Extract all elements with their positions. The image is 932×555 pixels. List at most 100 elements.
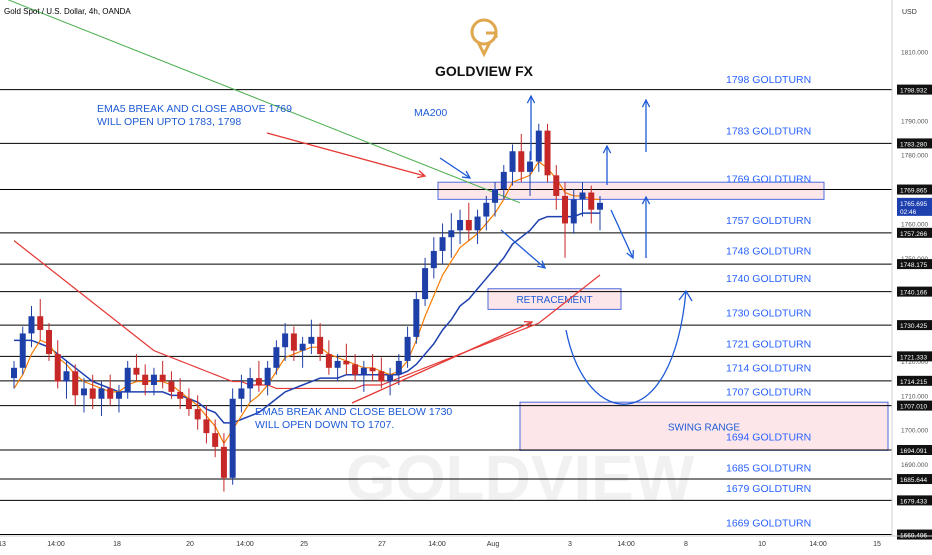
candle-body	[474, 216, 481, 231]
candle	[247, 367, 254, 403]
candle-body	[527, 161, 534, 172]
candle	[203, 405, 210, 444]
symbol-title: Gold Spot / U.S. Dollar, 4h, OANDA	[4, 7, 131, 16]
price-level-text: 1721.333	[900, 354, 927, 361]
candle-body	[509, 151, 516, 172]
price-level-bg	[897, 84, 932, 95]
retracement-arrow	[500, 229, 546, 269]
price-level-bg	[897, 495, 932, 506]
candle-body	[317, 336, 324, 355]
candle-body	[220, 446, 227, 478]
candle	[63, 360, 70, 399]
candle	[28, 305, 35, 348]
candle	[430, 237, 437, 279]
price-level-bg	[897, 351, 932, 362]
time-tick: 14:00	[428, 541, 446, 548]
goldturn-label: 1707 GOLDTURN	[726, 387, 811, 399]
price-level-bg	[897, 444, 932, 455]
goldturn-label: 1757 GOLDTURN	[726, 215, 811, 227]
candle-body	[352, 364, 359, 375]
candle	[37, 299, 44, 341]
up-arrow-3-head	[602, 144, 612, 154]
price-level-text: 1798.932	[900, 88, 927, 95]
price-level-text: 1740.166	[900, 290, 927, 297]
candle-body	[439, 237, 446, 251]
price-level-tag: 1783.280	[897, 138, 932, 149]
candle-body	[203, 419, 210, 434]
candle	[255, 360, 262, 392]
candle	[229, 388, 236, 485]
up-arrow-1-head	[526, 94, 536, 104]
price-level-text: 1694.091	[900, 448, 927, 455]
candle-body	[597, 202, 603, 210]
candle-body	[282, 333, 289, 348]
candle	[54, 340, 61, 389]
candle-body	[98, 388, 105, 399]
candle	[273, 340, 280, 375]
price-level-text: 1757.266	[900, 231, 927, 238]
candle-body	[37, 316, 44, 330]
candle	[527, 151, 534, 196]
price-level-bg	[897, 375, 932, 386]
candle-body	[238, 388, 245, 399]
zone-2	[519, 401, 889, 451]
price-tick: 1760.000	[901, 221, 928, 228]
goldturn-label: 1721 GOLDTURN	[726, 339, 811, 351]
ma200-arrow-head	[461, 170, 472, 179]
candle-body	[80, 388, 87, 396]
candle-body	[212, 433, 219, 447]
candle-body	[553, 175, 560, 196]
candle	[72, 364, 79, 406]
candle-body	[124, 367, 131, 392]
goldturn-label: 1730 GOLDTURN	[726, 308, 811, 320]
candle	[115, 385, 122, 413]
ema5-below-note: WILL OPEN DOWN TO 1707.	[255, 419, 394, 431]
time-tick: Aug	[487, 541, 500, 548]
candle	[518, 134, 525, 183]
time-tick: 13	[0, 541, 6, 548]
price-level-tag: 1730.425	[897, 320, 932, 331]
candle	[500, 165, 507, 200]
price-level-text: 1748.175	[900, 262, 927, 269]
logo-g-stroke	[486, 31, 498, 38]
ma200-arrow	[439, 157, 471, 179]
down-arrow	[610, 209, 634, 259]
candle	[185, 388, 192, 416]
zone-label-2: SWING RANGE	[668, 422, 741, 433]
candle	[19, 326, 26, 375]
price-level-text: 1679.433	[900, 498, 927, 505]
time-tick: 14:00	[236, 541, 254, 548]
candle-body	[194, 409, 201, 420]
ma200-line	[13, 240, 601, 390]
price-level-text: 1714.215	[900, 379, 927, 386]
candle-body	[273, 347, 280, 368]
candle	[168, 371, 175, 399]
goldturn-label: 1769 GOLDTURN	[726, 174, 811, 186]
swing-curve-head	[678, 289, 693, 302]
candle-body	[404, 336, 411, 361]
candle-body	[133, 367, 140, 375]
zone-label-1: RETRACEMENT	[516, 295, 592, 306]
goldturn-label: 1798 GOLDTURN	[726, 74, 811, 86]
current-price-bg	[897, 197, 932, 216]
candle-body	[229, 398, 236, 478]
candle	[413, 292, 420, 344]
candle-body	[255, 378, 262, 385]
candle-body	[334, 360, 341, 368]
up-arrow-2-head	[641, 98, 651, 108]
price-tick: 1780.000	[901, 153, 928, 160]
goldturn-label: 1714 GOLDTURN	[726, 363, 811, 375]
candle-body	[299, 343, 306, 351]
green-trend-line	[7, 0, 521, 204]
time-tick: 25	[300, 541, 308, 548]
candle-body	[28, 316, 35, 334]
candle-body	[369, 367, 376, 372]
time-tick: 10	[758, 541, 766, 548]
candle-body	[63, 371, 70, 382]
candle-body	[544, 130, 551, 176]
price-level-tag: 1798.932	[897, 84, 932, 95]
watermark-text: GOLDVIEW	[346, 442, 695, 514]
candle	[11, 360, 17, 389]
